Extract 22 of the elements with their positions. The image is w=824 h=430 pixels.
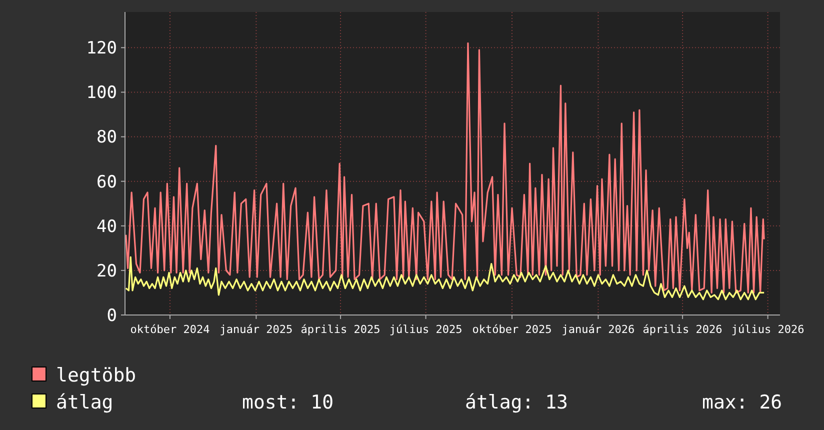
legend-label: átlag (56, 392, 114, 414)
legend-label: legtöbb (56, 364, 136, 387)
y-tick-label: 80 (96, 128, 117, 148)
line-series (125, 42, 765, 294)
y-tick-label: 100 (86, 83, 117, 104)
text: most: 10 (242, 392, 334, 414)
x-tick-label: július 2026 (731, 323, 804, 336)
x-tick-label: április 2025 (300, 323, 380, 336)
y-tick-label: 120 (86, 38, 117, 59)
x-tick-label: október 2024 (130, 323, 210, 336)
y-tick-label: 40 (96, 216, 117, 237)
x-tick-label: április 2026 (642, 323, 722, 336)
y-tick-label: 0 (106, 306, 117, 326)
x-tick-label: január 2026 (562, 323, 635, 336)
x-tick-label: január 2025 (220, 323, 293, 336)
text: átlag: 13 (465, 392, 568, 414)
y-tick-label: 60 (96, 172, 117, 192)
y-tick-label: 20 (96, 261, 117, 282)
text: max: 26 (702, 392, 782, 414)
x-tick-label: július 2025 (389, 323, 462, 336)
line-series (125, 256, 765, 300)
x-tick-label: október 2025 (472, 323, 552, 336)
